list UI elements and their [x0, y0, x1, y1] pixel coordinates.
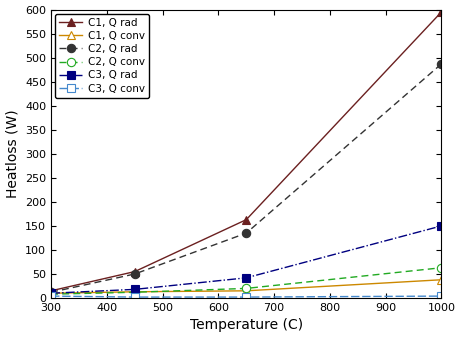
C1, Q rad: [439, 10, 444, 14]
C1, Q rad: [243, 218, 249, 222]
Line: C3, Q conv: C3, Q conv: [47, 292, 446, 301]
C1, Q conv: [132, 290, 137, 294]
C3, Q rad: [439, 224, 444, 228]
C3, Q rad: [132, 287, 137, 291]
C2, Q conv: [243, 286, 249, 290]
Y-axis label: Heatloss (W): Heatloss (W): [6, 110, 19, 198]
Line: C1, Q conv: C1, Q conv: [47, 275, 446, 297]
C3, Q conv: [243, 295, 249, 299]
C1, Q rad: [132, 270, 137, 274]
Line: C3, Q rad: C3, Q rad: [47, 222, 446, 297]
C3, Q conv: [48, 294, 54, 298]
C2, Q conv: [439, 266, 444, 270]
C1, Q rad: [48, 289, 54, 293]
C1, Q conv: [243, 289, 249, 293]
Line: C2, Q rad: C2, Q rad: [47, 60, 446, 296]
C2, Q conv: [132, 290, 137, 294]
C1, Q conv: [48, 291, 54, 295]
C1, Q conv: [439, 278, 444, 282]
Line: C2, Q conv: C2, Q conv: [47, 264, 446, 298]
X-axis label: Temperature (C): Temperature (C): [190, 318, 303, 333]
C3, Q conv: [439, 294, 444, 298]
C3, Q rad: [243, 276, 249, 280]
C3, Q rad: [48, 291, 54, 295]
C2, Q rad: [132, 272, 137, 276]
Line: C1, Q rad: C1, Q rad: [47, 8, 446, 295]
C2, Q rad: [439, 62, 444, 66]
C3, Q conv: [132, 295, 137, 299]
C2, Q conv: [48, 292, 54, 296]
Legend: C1, Q rad, C1, Q conv, C2, Q rad, C2, Q conv, C3, Q rad, C3, Q conv: C1, Q rad, C1, Q conv, C2, Q rad, C2, Q …: [55, 14, 149, 98]
C2, Q rad: [48, 290, 54, 294]
C2, Q rad: [243, 231, 249, 235]
